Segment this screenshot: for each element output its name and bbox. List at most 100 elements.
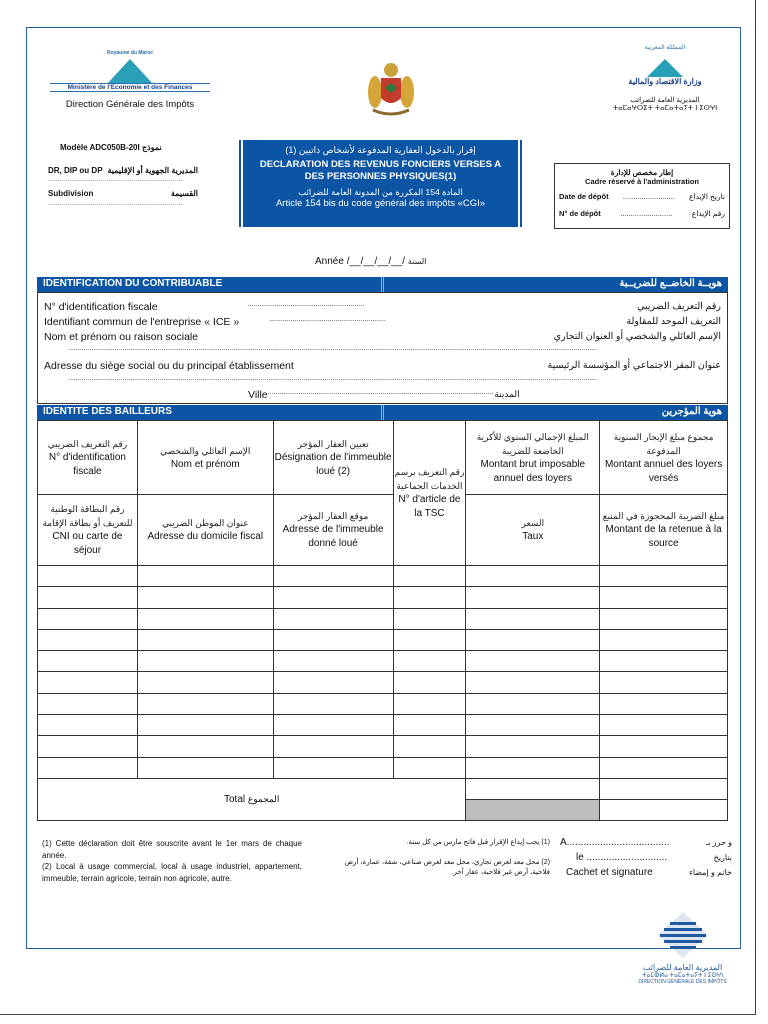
date-depot-field[interactable]: Date de dépôt......................... تا… (559, 192, 725, 201)
nom-field[interactable]: Nom et prénom ou raison sociale الإسم الع… (44, 331, 721, 343)
table-cell[interactable] (392, 607, 467, 630)
table-cell[interactable] (599, 714, 728, 737)
table-cell[interactable] (136, 756, 274, 779)
table-cell[interactable] (465, 628, 601, 652)
ministry-label: Ministère de l'Economie et des Finances (50, 83, 210, 92)
table-cell[interactable] (37, 735, 138, 758)
table-cell[interactable] (599, 735, 728, 758)
table-cell[interactable] (392, 735, 467, 758)
page-edge (0, 0, 756, 1015)
table-cell[interactable] (136, 692, 274, 716)
total-montant-annuel[interactable] (599, 777, 728, 800)
table-cell[interactable] (272, 735, 394, 758)
table-cell[interactable] (392, 756, 467, 779)
table-row (37, 756, 728, 779)
table-cell[interactable] (465, 650, 601, 673)
table-cell[interactable] (37, 650, 138, 673)
table-cell[interactable] (136, 628, 274, 652)
table-cell[interactable] (136, 671, 274, 694)
table-cell[interactable] (272, 714, 394, 737)
article-fr: Article 154 bis du code général des impô… (275, 198, 486, 209)
table-cell[interactable] (465, 671, 601, 694)
table-cell[interactable] (272, 564, 394, 588)
table-cell[interactable] (465, 714, 601, 737)
table-cell[interactable] (599, 586, 728, 609)
coat-of-arms-emblem (365, 58, 417, 120)
table-cell[interactable] (37, 564, 138, 588)
table-cell[interactable] (465, 564, 601, 588)
ville-field[interactable]: Ville...................................… (248, 389, 520, 401)
adresse-dots[interactable]: ........................................… (68, 375, 597, 382)
dr-dots[interactable]: ........................................… (48, 176, 183, 183)
col-montant-annuel: مجموع مبلغ الإيجار السنوية المدفوعة Monta… (599, 420, 728, 495)
table-cell[interactable] (136, 735, 274, 758)
table-cell[interactable] (465, 756, 601, 779)
table-cell[interactable] (599, 650, 728, 673)
table-cell[interactable] (37, 714, 138, 737)
table-cell[interactable] (599, 607, 728, 630)
form-title-banner: إقرار بالدخول العقارية المدفوعة لأشخاص ذ… (237, 140, 524, 227)
table-cell[interactable] (37, 586, 138, 609)
col-retenue: مبلغ الضريبة المحجوزة في المنبع Montant d… (599, 494, 728, 566)
ministry-logo-arabic: المملكة المغربية وزارة الاقتصاد والمالية… (595, 44, 735, 112)
table-cell[interactable] (465, 692, 601, 716)
lieu-field[interactable]: A..................................... و … (560, 837, 732, 848)
contribuable-section: N° d'identification fiscale.............… (37, 292, 728, 404)
table-cell[interactable] (272, 692, 394, 716)
table-cell[interactable] (392, 564, 467, 588)
subdivision-field: Subdivision القسيمة (48, 189, 198, 198)
table-cell[interactable] (272, 671, 394, 694)
header-row-2: رقم البطاقة الوطنية للتعريف أو بطاقة الإ… (37, 494, 728, 566)
table-cell[interactable] (599, 628, 728, 652)
table-cell[interactable] (272, 586, 394, 609)
table-cell[interactable] (37, 671, 138, 694)
col-adresse-domicile: عنوان الموطن الضريبي Adresse du domicile … (136, 494, 274, 566)
table-cell[interactable] (465, 607, 601, 630)
table-cell[interactable] (599, 692, 728, 716)
table-cell[interactable] (272, 628, 394, 652)
table-cell[interactable] (392, 692, 467, 716)
cachet-field[interactable]: Cachet et signature خاتم و إمضاء (566, 867, 732, 878)
admin-box: إطار مخصص للإدارة Cadre réservé à l'admi… (554, 163, 730, 229)
subdivision-dots[interactable]: ........................................… (48, 200, 183, 207)
table-cell[interactable] (465, 735, 601, 758)
table-cell[interactable] (37, 756, 138, 779)
table-cell[interactable] (136, 564, 274, 588)
page-frame (26, 27, 741, 949)
tifinagh-dgi: ⵜⴰⵎⴰⵖⵔⵉⵜ ⵜⴰⵎⴰⵜⴰⵢⵜ ⵏ ⵉⵙⵖⵏ (612, 105, 718, 112)
table-cell[interactable] (272, 756, 394, 779)
total-retenue[interactable] (599, 798, 728, 821)
section-bailleurs-header: IDENTITE DES BAILLEURS هوية المؤجرين (37, 405, 728, 420)
table-cell[interactable] (272, 650, 394, 673)
table-cell[interactable] (392, 628, 467, 652)
table-cell[interactable] (136, 607, 274, 630)
table-cell[interactable] (599, 564, 728, 588)
if-field[interactable]: N° d'identification fiscale.............… (44, 301, 721, 313)
total-montant-brut[interactable] (465, 777, 601, 800)
table-cell[interactable] (37, 628, 138, 652)
table-cell[interactable] (136, 714, 274, 737)
date-field[interactable]: le ............................. بتاريخ (576, 852, 732, 863)
nom-dots[interactable]: ........................................… (68, 345, 597, 352)
note-1-fr: (1) Cette déclaration doit être souscrit… (42, 839, 302, 860)
table-cell[interactable] (599, 756, 728, 779)
model-label: Modèle ADC050B-20I نموذج (60, 143, 162, 152)
table-cell[interactable] (392, 671, 467, 694)
table-cell[interactable] (37, 607, 138, 630)
ar-dgi: المديرية العامة للضرائب (630, 97, 700, 104)
table-cell[interactable] (37, 692, 138, 716)
table-cell[interactable] (465, 586, 601, 609)
table-cell[interactable] (136, 586, 274, 609)
table-cell[interactable] (392, 586, 467, 609)
table-cell[interactable] (392, 714, 467, 737)
table-cell[interactable] (272, 607, 394, 630)
year-field[interactable]: Année /__/__/__/__/ السنة (315, 256, 427, 267)
adresse-field[interactable]: Adresse du siège social ou du principal … (44, 360, 721, 372)
table-cell[interactable] (599, 671, 728, 694)
num-depot-field[interactable]: N° de dépôt......................... رقم … (559, 209, 725, 218)
dgi-label: Direction Générale des Impôts (65, 99, 195, 110)
table-cell[interactable] (136, 650, 274, 673)
ministry-logo: Royaume du Maroc Ministère de l'Economie… (50, 50, 210, 110)
ice-field[interactable]: Identifiant commun de l'entreprise « ICE… (44, 316, 721, 328)
table-cell[interactable] (392, 650, 467, 673)
